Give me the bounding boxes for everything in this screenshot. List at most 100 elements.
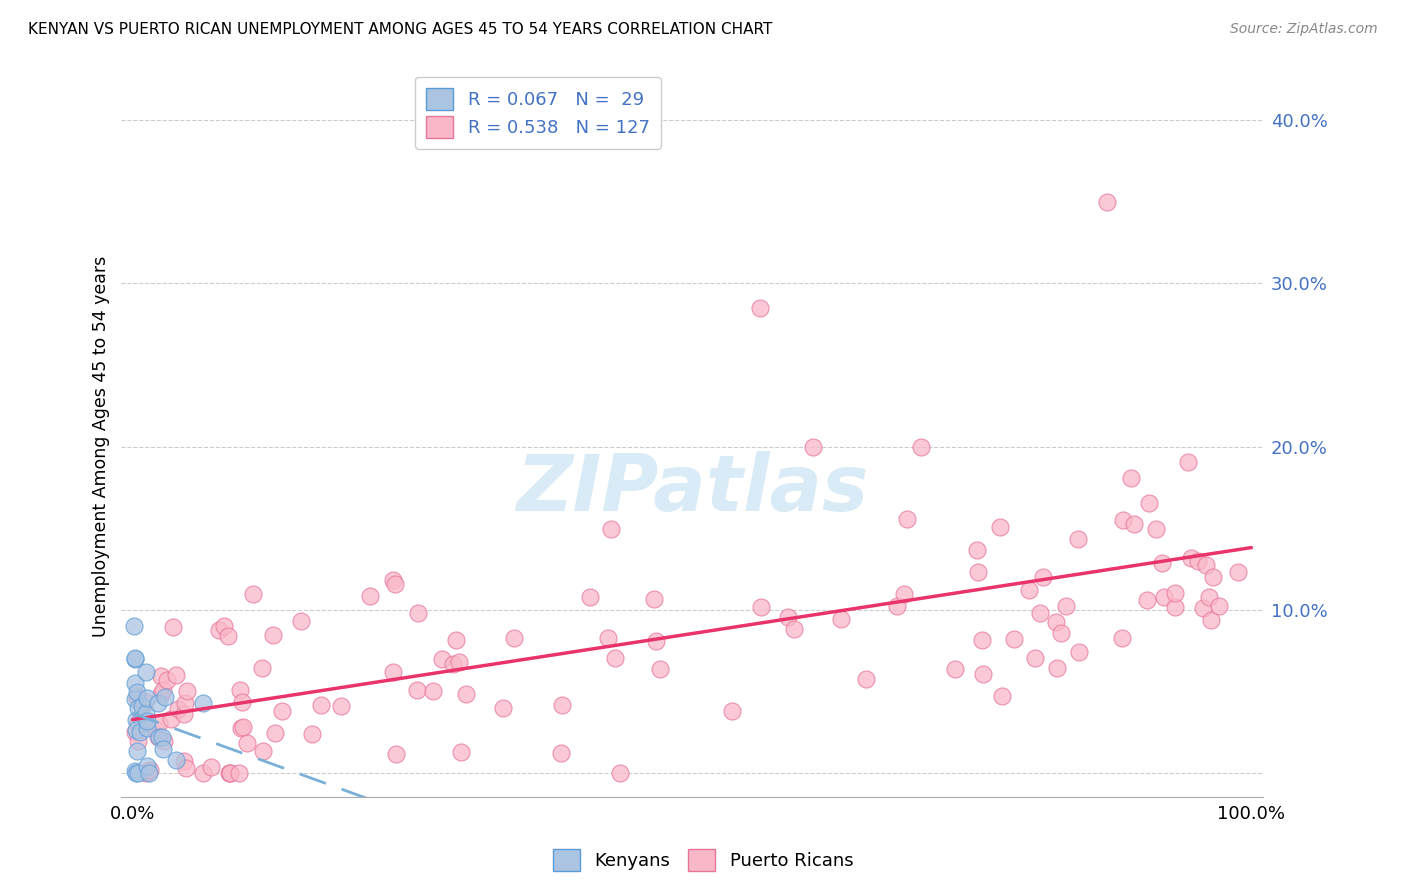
Point: [262, 628, 284, 642]
Point: [229, 721, 252, 735]
Point: [783, 622, 806, 636]
Point: [125, 723, 148, 738]
Point: [886, 599, 908, 613]
Point: [166, 667, 188, 681]
Point: [127, 690, 149, 705]
Point: [174, 761, 197, 775]
Point: [1097, 194, 1119, 209]
Point: [152, 730, 174, 744]
Point: [290, 614, 312, 628]
Point: [1067, 533, 1090, 547]
Point: [385, 747, 408, 762]
Point: [967, 566, 990, 580]
Point: [173, 696, 195, 710]
Point: [551, 698, 574, 713]
Point: [242, 587, 264, 601]
Point: [988, 520, 1011, 534]
Point: [136, 714, 159, 728]
Point: [309, 698, 332, 713]
Legend: Kenyans, Puerto Ricans: Kenyans, Puerto Ricans: [546, 842, 860, 879]
Point: [406, 606, 429, 620]
Point: [720, 704, 742, 718]
Point: [165, 753, 187, 767]
Point: [598, 631, 620, 645]
Point: [1164, 599, 1187, 614]
Point: [162, 620, 184, 634]
Point: [135, 665, 157, 680]
Point: [1153, 590, 1175, 604]
Point: [1227, 565, 1250, 579]
Point: [1136, 592, 1159, 607]
Point: [896, 512, 918, 526]
Point: [645, 633, 668, 648]
Point: [173, 706, 195, 721]
Point: [219, 765, 242, 780]
Point: [127, 685, 149, 699]
Point: [1002, 632, 1025, 647]
Point: [124, 724, 146, 739]
Point: [143, 722, 166, 736]
Point: [778, 609, 800, 624]
Point: [135, 690, 157, 705]
Point: [970, 632, 993, 647]
Point: [218, 765, 240, 780]
Point: [1191, 600, 1213, 615]
Point: [124, 651, 146, 665]
Point: [150, 687, 173, 701]
Point: [271, 704, 294, 718]
Point: [444, 632, 467, 647]
Point: [1069, 645, 1091, 659]
Point: [160, 712, 183, 726]
Point: [1180, 550, 1202, 565]
Point: [1054, 599, 1077, 613]
Point: [1187, 553, 1209, 567]
Point: [252, 744, 274, 758]
Point: [1144, 522, 1167, 536]
Point: [1164, 586, 1187, 600]
Point: [134, 695, 156, 709]
Point: [609, 765, 631, 780]
Point: [153, 734, 176, 748]
Y-axis label: Unemployment Among Ages 45 to 54 years: Unemployment Among Ages 45 to 54 years: [93, 256, 110, 637]
Point: [384, 577, 406, 591]
Point: [129, 725, 152, 739]
Point: [456, 688, 478, 702]
Point: [127, 701, 149, 715]
Point: [1029, 606, 1052, 620]
Point: [212, 619, 235, 633]
Point: [1208, 599, 1230, 613]
Point: [122, 619, 145, 633]
Point: [643, 592, 665, 607]
Point: [124, 692, 146, 706]
Point: [1032, 570, 1054, 584]
Point: [250, 661, 273, 675]
Point: [127, 765, 149, 780]
Point: [441, 657, 464, 672]
Point: [131, 699, 153, 714]
Point: [152, 742, 174, 756]
Point: [166, 702, 188, 716]
Point: [1018, 582, 1040, 597]
Point: [229, 683, 252, 698]
Point: [148, 730, 170, 744]
Point: [1150, 556, 1173, 570]
Point: [200, 760, 222, 774]
Point: [1024, 651, 1046, 665]
Point: [138, 764, 160, 778]
Point: [382, 665, 405, 679]
Point: [150, 669, 173, 683]
Point: [579, 590, 602, 604]
Point: [232, 721, 254, 735]
Point: [152, 683, 174, 698]
Point: [219, 765, 242, 780]
Point: [966, 543, 988, 558]
Point: [910, 440, 932, 454]
Point: [125, 713, 148, 727]
Point: [855, 672, 877, 686]
Point: [432, 652, 454, 666]
Point: [127, 716, 149, 731]
Point: [550, 746, 572, 760]
Point: [1121, 471, 1143, 485]
Point: [173, 754, 195, 768]
Point: [146, 696, 169, 710]
